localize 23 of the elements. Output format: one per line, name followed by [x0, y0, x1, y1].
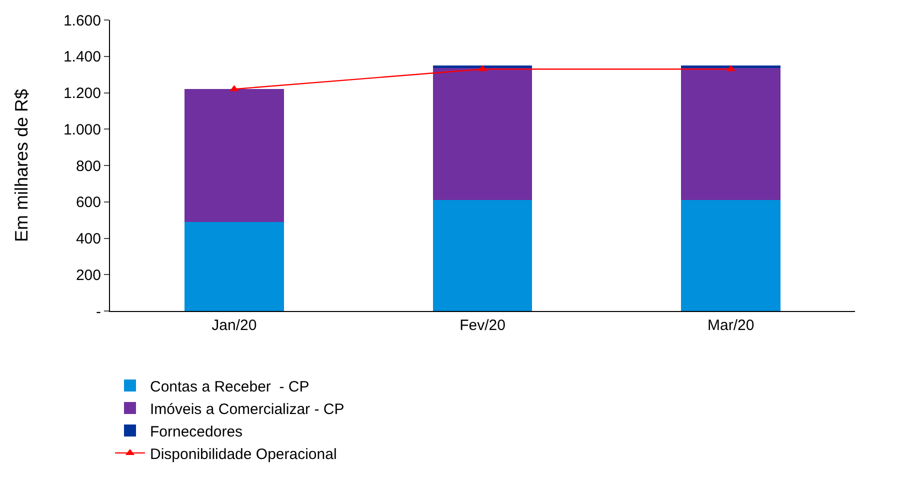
bar	[432, 200, 532, 311]
bar	[184, 222, 284, 311]
x-tick-label: Fev/20	[460, 317, 506, 334]
legend-label: Fornecedores	[150, 423, 243, 440]
y-axis-title: Em milhares de R$	[12, 88, 32, 242]
y-tick-label: 200	[76, 266, 101, 284]
y-tick-label: 1.200	[63, 85, 101, 102]
y-tick-label: 400	[76, 230, 101, 248]
y-tick-label: 1.600	[63, 12, 101, 30]
y-tick-label: -	[96, 303, 101, 320]
y-tick-label: 600	[76, 194, 101, 212]
bar	[681, 200, 780, 311]
x-tick-label: Jan/20	[212, 317, 257, 334]
legend-label: Disponibilidade Operacional	[150, 446, 337, 463]
legend-label: Contas a Receber - CP	[150, 378, 310, 396]
legend-label: Imóveis a Comercializar - CP	[150, 400, 344, 418]
y-tick-label: 1.400	[63, 48, 101, 66]
bar	[184, 89, 284, 222]
y-tick-label: 1.000	[63, 121, 101, 138]
bar	[432, 68, 532, 200]
bar	[681, 68, 780, 200]
x-tick-label: Mar/20	[707, 317, 754, 334]
y-tick-label: 800	[76, 158, 101, 175]
